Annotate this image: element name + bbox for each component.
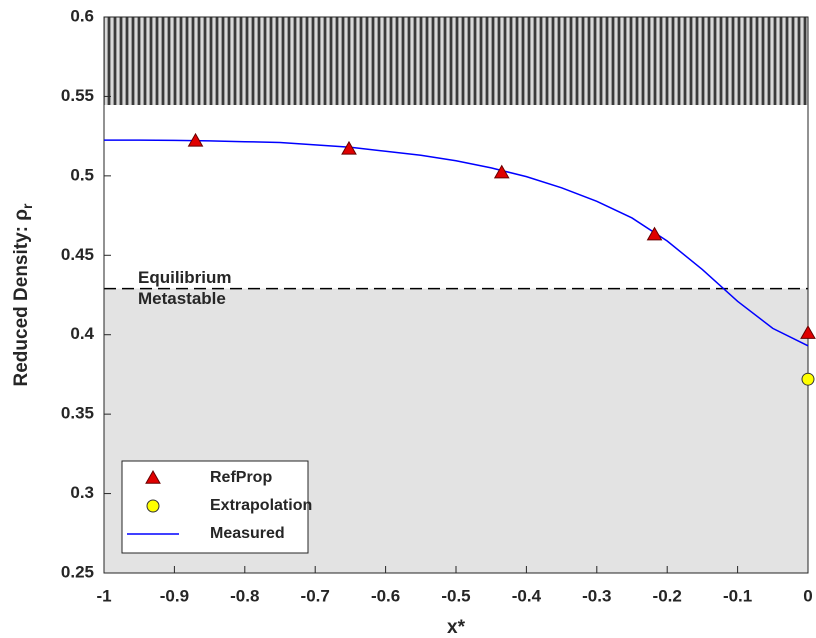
triangle-marker — [646, 226, 663, 241]
y-tick-label: 0.3 — [70, 483, 94, 502]
y-tick-label: 0.45 — [61, 245, 94, 264]
x-tick-label: 0 — [803, 586, 812, 605]
y-tick-label: 0.5 — [70, 165, 94, 184]
y-tick-label: 0.6 — [70, 6, 94, 25]
circle-marker — [146, 499, 160, 513]
threshold-label: Metastable — [138, 289, 226, 308]
legend-label: Measured — [210, 525, 285, 542]
y-label-main: Reduced Density: ρ — [11, 209, 32, 387]
y-tick-label: 0.35 — [61, 404, 94, 423]
triangle-marker — [145, 469, 161, 484]
axes-box — [103, 16, 809, 574]
triangle-marker — [341, 140, 357, 155]
y-tick-label: 0.4 — [70, 324, 94, 343]
y-tick-label: 0.55 — [61, 86, 94, 105]
triangle-marker — [493, 164, 510, 179]
y-axis-label: Reduced Density: ρr — [11, 203, 35, 387]
circle-marker — [801, 372, 815, 386]
x-tick-label: -0.9 — [160, 586, 189, 605]
y-tick-label: 0.25 — [61, 562, 94, 581]
triangle-marker — [800, 325, 816, 339]
x-tick-label: -0.5 — [441, 586, 470, 605]
triangle-marker — [187, 132, 204, 147]
x-tick-label: -0.1 — [723, 586, 752, 605]
photo-strip — [104, 17, 808, 105]
x-tick-label: -0.7 — [301, 586, 330, 605]
x-tick-label: -0.8 — [230, 586, 259, 605]
x-tick-label: -0.3 — [582, 586, 611, 605]
measured-line — [104, 139, 809, 347]
x-tick-label: -0.4 — [512, 586, 542, 605]
x-tick-label: -1 — [96, 586, 111, 605]
x-tick-label: -0.6 — [371, 586, 400, 605]
x-tick-label: -0.2 — [653, 586, 682, 605]
legend-label: RefProp — [210, 469, 272, 486]
y-label-sub: r — [19, 203, 35, 209]
legend-label: Extrapolation — [210, 497, 312, 514]
x-axis-label: x* — [447, 617, 466, 638]
threshold-label: Equilibrium — [138, 268, 232, 287]
